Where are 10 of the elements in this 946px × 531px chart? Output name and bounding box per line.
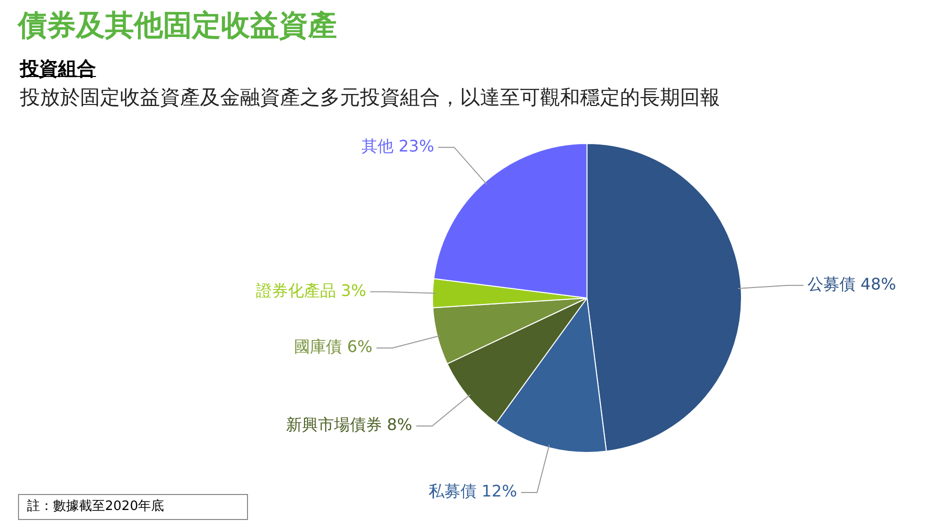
slice-label: 私募債 12% bbox=[428, 482, 518, 501]
text: 投資組合 bbox=[20, 57, 96, 82]
text: 投放於固定收益資產及金融資產之多元投資組合，以達至可觀和穩定的長期回報 bbox=[20, 84, 720, 111]
text: 註：數據截至2020年底 bbox=[18, 494, 248, 520]
slice-label: 其他 23% bbox=[362, 136, 434, 156]
slice-label: 證券化產品 3% bbox=[256, 280, 366, 300]
slice-label: 公募債 48% bbox=[807, 274, 896, 294]
chart-title: 債券及其他固定收益資產 bbox=[18, 7, 337, 44]
slice-label: 國庫債 6% bbox=[294, 337, 372, 356]
slice-label: 新興市場債券 8% bbox=[286, 415, 412, 434]
